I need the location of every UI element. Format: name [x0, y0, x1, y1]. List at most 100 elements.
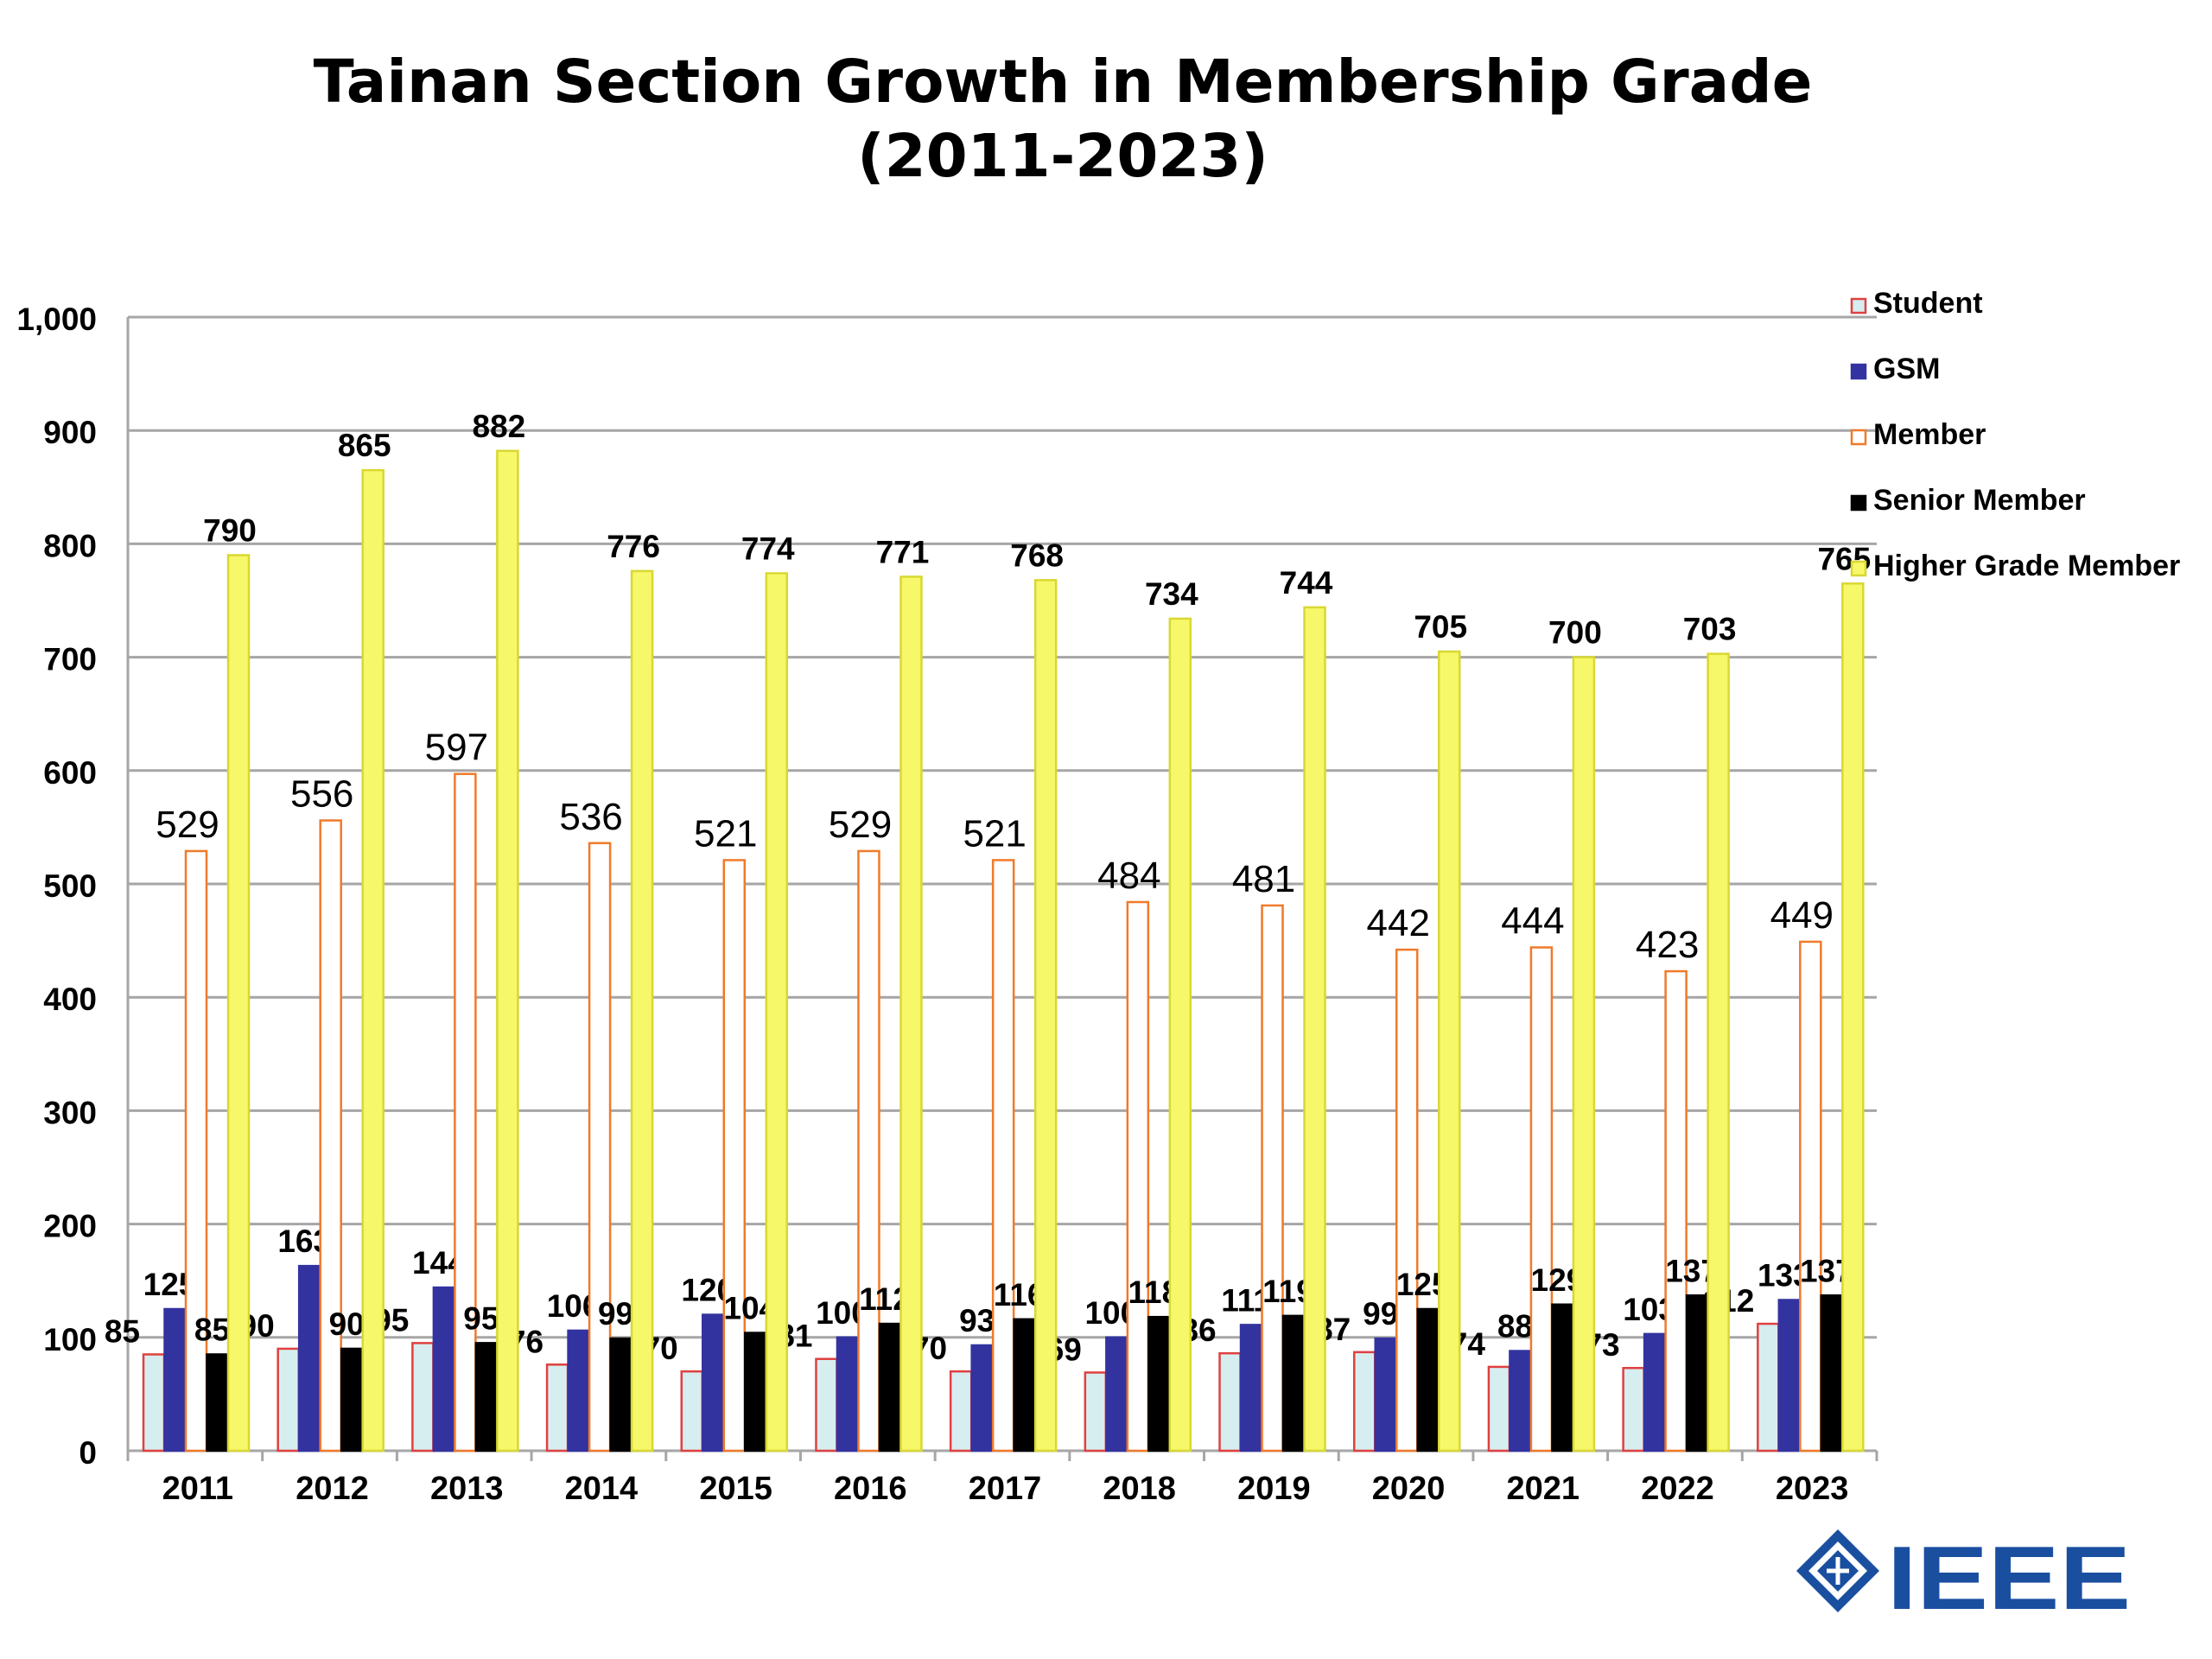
bar-senior-member [1147, 1315, 1171, 1452]
y-tick-label: 800 [43, 528, 97, 563]
data-label: 484 [1097, 855, 1160, 897]
legend-label: GSM [1873, 353, 1940, 385]
legend-label: Student [1873, 287, 1983, 320]
bar-higher-grade-member [899, 575, 923, 1452]
x-tick-label: 2018 [1103, 1471, 1176, 1507]
data-label: 423 [1636, 924, 1699, 966]
x-tick-label: 2021 [1506, 1471, 1580, 1507]
bar-senior-member [474, 1342, 499, 1452]
chart-title-line: Tainan Section Growth in Membership Grad… [313, 48, 1813, 117]
y-tick-label: 400 [43, 982, 97, 1017]
x-tick-label: 2023 [1776, 1471, 1849, 1507]
bar-senior-member [1281, 1314, 1306, 1452]
bar-senior-member [206, 1353, 229, 1452]
bar-student [815, 1357, 838, 1452]
data-label: 556 [290, 773, 353, 816]
data-label: 85 [105, 1313, 140, 1349]
bar-student [1352, 1351, 1376, 1452]
bar-higher-grade-member [1841, 582, 1865, 1452]
bar-member [991, 859, 1015, 1452]
data-label: 85 [194, 1312, 230, 1347]
data-label: 705 [1414, 609, 1467, 645]
bar-higher-grade-member [630, 569, 654, 1452]
data-label: 597 [425, 727, 488, 769]
x-tick-label: 2019 [1237, 1471, 1311, 1507]
bar-gsm [567, 1329, 590, 1452]
data-label: 99 [598, 1296, 633, 1332]
y-tick-label: 100 [43, 1322, 97, 1357]
bar-student [1622, 1366, 1645, 1452]
bar-member [184, 849, 208, 1452]
data-label: 529 [829, 804, 892, 846]
data-label: 703 [1683, 612, 1737, 647]
chart-subtitle: (2011-2023) [857, 122, 1268, 191]
bar-higher-grade-member [1437, 650, 1461, 1452]
bar-member [722, 859, 747, 1452]
legend-label: Member [1873, 418, 1986, 451]
x-tick-label: 2013 [430, 1471, 504, 1507]
x-tick-label: 2016 [834, 1471, 907, 1507]
bar-gsm [1643, 1332, 1667, 1452]
data-label: 90 [329, 1306, 365, 1342]
data-label: 774 [741, 531, 795, 567]
bar-higher-grade-member [1033, 579, 1058, 1452]
y-tick-label: 200 [43, 1209, 97, 1244]
chart-title: Tainan Section Growth in Membership Grad… [0, 45, 2126, 194]
x-tick-label: 2011 [162, 1471, 233, 1507]
bar-senior-member [1013, 1318, 1036, 1452]
y-tick-label: 600 [43, 755, 97, 791]
data-label: 93 [959, 1303, 995, 1338]
bar-gsm [1105, 1336, 1128, 1452]
data-label: 521 [694, 812, 757, 855]
data-label: 99 [1363, 1296, 1398, 1332]
bar-member [1126, 900, 1150, 1452]
data-label: 442 [1367, 902, 1430, 944]
bar-member [857, 849, 880, 1452]
legend-swatch [1850, 494, 1867, 512]
y-tick-label: 900 [43, 415, 97, 450]
bar-gsm [297, 1264, 321, 1452]
bar-senior-member [878, 1322, 902, 1452]
bar-higher-grade-member [361, 468, 385, 1452]
bar-student [411, 1342, 435, 1452]
bar-gsm [1239, 1324, 1263, 1452]
data-label: 744 [1280, 565, 1333, 601]
y-tick-label: 1,000 [16, 302, 97, 337]
data-label: 700 [1548, 615, 1602, 651]
data-label: 521 [963, 812, 1026, 855]
data-label: 882 [473, 409, 526, 444]
data-label: 88 [1497, 1309, 1533, 1344]
bar-gsm [1777, 1299, 1802, 1452]
legend-swatch [1850, 363, 1867, 380]
bar-gsm [163, 1307, 187, 1452]
bar-student [680, 1370, 704, 1452]
x-tick-label: 2012 [296, 1471, 369, 1507]
bar-student [1218, 1351, 1242, 1452]
bar-higher-grade-member [1572, 656, 1596, 1452]
bar-member [588, 842, 612, 1452]
y-tick-label: 300 [43, 1095, 97, 1130]
bar-higher-grade-member [496, 449, 519, 1452]
bar-student [276, 1347, 300, 1452]
ieee-logo: IEEE [1796, 1529, 2131, 1626]
y-tick-label: 700 [43, 642, 97, 677]
legend-label: Higher Grade Member [1873, 550, 2180, 582]
bar-gsm [432, 1286, 456, 1452]
bar-gsm [702, 1313, 725, 1452]
data-label: 95 [463, 1300, 499, 1336]
data-label: 768 [1010, 537, 1064, 573]
x-tick-label: 2015 [699, 1471, 772, 1507]
bar-senior-member [1551, 1303, 1574, 1452]
y-tick-label: 0 [79, 1435, 97, 1471]
bar-member [1395, 948, 1419, 1452]
bar-senior-member [1820, 1294, 1844, 1452]
bar-higher-grade-member [1168, 617, 1192, 1452]
bar-senior-member [609, 1337, 632, 1452]
x-tick-label: 2017 [969, 1471, 1042, 1507]
ieee-logo-text: IEEE [1887, 1529, 2131, 1626]
bar-member [1799, 940, 1822, 1452]
data-label: 444 [1501, 899, 1564, 942]
bar-gsm [836, 1336, 860, 1452]
bar-member [1664, 969, 1688, 1452]
bar-gsm [970, 1344, 994, 1452]
